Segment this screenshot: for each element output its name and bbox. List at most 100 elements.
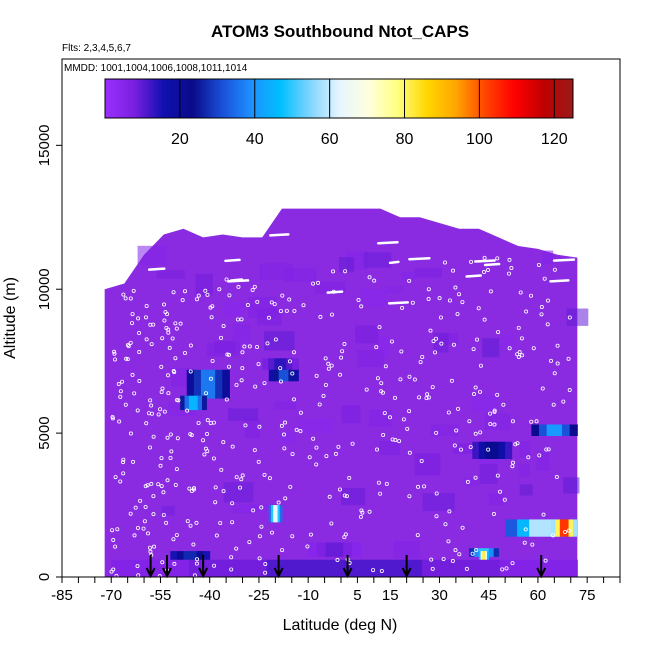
colorbar-tick-label: 20 [171, 131, 189, 148]
measurement-point [141, 526, 146, 531]
heat-cell [541, 519, 554, 537]
measurement-point [434, 514, 439, 519]
measurement-point [442, 260, 447, 265]
heat-cell [203, 551, 211, 563]
measurement-point [128, 296, 133, 301]
measurement-point [235, 317, 240, 322]
heat-cell [273, 364, 280, 382]
measurement-point [118, 394, 123, 399]
measurement-point [151, 434, 156, 439]
measurement-point [476, 306, 481, 311]
measurement-point [417, 395, 422, 400]
measurement-point [196, 420, 201, 425]
measurement-point [495, 256, 500, 261]
heat-cell [286, 358, 293, 370]
measurement-point [259, 505, 264, 510]
measurement-point [208, 376, 213, 381]
measurement-point [159, 456, 164, 461]
measurement-point [185, 519, 190, 524]
flight-track-segment [552, 258, 576, 262]
measurement-point [316, 280, 321, 285]
heat-cell [268, 364, 275, 382]
measurement-point [188, 432, 193, 437]
measurement-point [262, 381, 267, 386]
measurement-point [347, 476, 352, 481]
heat-cell [292, 358, 299, 370]
x-tick-label: 5 [353, 587, 361, 604]
heat-texture-cell [341, 487, 366, 506]
measurement-point [161, 490, 166, 495]
heat-cell [268, 358, 275, 370]
colorbar-ticks: 20 40 60 80 100 120 [171, 79, 568, 148]
measurement-point [159, 389, 164, 394]
flight-track-segment [224, 258, 241, 263]
measurement-point [486, 447, 491, 452]
heat-texture-cell [240, 504, 271, 513]
heat-cell [480, 551, 483, 563]
measurement-point [314, 373, 319, 378]
measurement-point [112, 351, 117, 356]
colorbar-tick-label: 120 [541, 131, 568, 148]
measurement-point [205, 449, 210, 454]
heat-texture-cell [433, 332, 449, 353]
measurement-point [437, 296, 442, 301]
measurement-point [482, 270, 487, 275]
measurement-point [205, 292, 210, 297]
measurement-point [135, 525, 140, 530]
measurement-point [342, 493, 347, 498]
measurement-point [526, 455, 531, 460]
heat-cell [279, 505, 283, 523]
heat-cell [551, 519, 556, 537]
profile-background [104, 208, 578, 577]
measurement-point [130, 372, 135, 377]
measurement-point [336, 444, 341, 449]
measurement-point [555, 343, 560, 348]
measurement-point [415, 533, 420, 538]
measurement-point [488, 411, 493, 416]
heat-texture-cell [566, 308, 589, 326]
measurement-point [468, 444, 473, 449]
measurement-point [358, 514, 363, 519]
measurement-point [253, 384, 258, 389]
measurement-point [291, 350, 296, 355]
measurement-point [280, 293, 285, 298]
measurement-point [128, 511, 133, 516]
heat-texture-cell [430, 424, 459, 437]
measurement-point [384, 481, 389, 486]
measurement-point [166, 330, 171, 335]
heat-cell [491, 441, 500, 460]
measurement-point [317, 402, 322, 407]
measurement-point [211, 456, 216, 461]
measurement-point [110, 416, 115, 421]
measurement-point [152, 544, 157, 549]
measurement-point [292, 308, 297, 313]
measurement-point [377, 325, 382, 330]
measurement-point [495, 473, 500, 478]
heat-texture-cell [341, 405, 361, 424]
measurement-point [257, 534, 262, 539]
measurement-point [227, 293, 232, 298]
measurement-point [554, 475, 559, 480]
heat-cell [478, 441, 486, 460]
measurement-point [137, 331, 142, 336]
measurement-point [507, 346, 512, 351]
measurement-point [158, 407, 163, 412]
measurement-point [338, 372, 343, 377]
measurement-point [474, 547, 479, 552]
measurement-point [298, 429, 303, 434]
heat-cell [472, 441, 480, 460]
measurement-point [121, 457, 126, 462]
measurement-point [333, 451, 338, 456]
measurement-point [342, 342, 347, 347]
measurement-point [161, 512, 166, 517]
measurement-point [188, 369, 193, 374]
measurement-point [132, 391, 137, 396]
measurement-point [389, 339, 394, 344]
measurement-point [492, 422, 497, 427]
measurement-point [397, 439, 402, 444]
heat-cell [215, 369, 223, 399]
measurement-point [175, 397, 180, 402]
measurement-point [180, 298, 185, 303]
heat-texture-cell [161, 505, 175, 516]
descent-arrow-head [536, 567, 547, 579]
